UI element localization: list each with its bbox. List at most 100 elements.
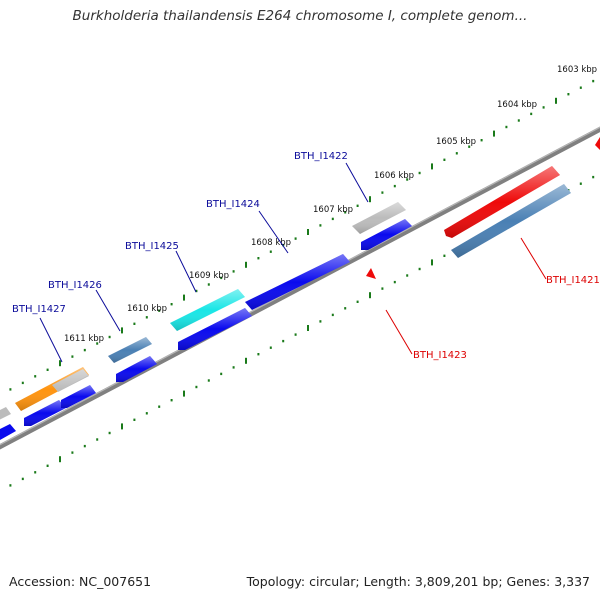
ruler-labels: 1603 kbp 1604 kbp 1605 kbp 1606 kbp 1607…	[64, 65, 597, 344]
lower-ruler-tick	[331, 313, 334, 317]
upper-ruler-tick	[220, 276, 223, 280]
accession-text: Accession: NC_007651	[9, 574, 152, 589]
lower-ruler-tick	[319, 320, 322, 323]
lower-ruler-tick	[170, 399, 173, 402]
ruler-label-1607: 1607 kbp	[313, 205, 353, 215]
upper-ruler-tick	[406, 178, 409, 181]
upper-ruler-tick	[96, 342, 99, 345]
upper-ruler-tick	[183, 294, 185, 301]
forward-gene-BTH_I1425[interactable]	[170, 289, 252, 350]
upper-ruler-tick	[71, 355, 74, 358]
gene-label-BTH_I1422[interactable]: BTH_I1422	[294, 151, 348, 162]
upper-ruler-tick	[133, 322, 136, 325]
lower-ruler-tick	[282, 339, 285, 343]
lower-ruler-tick	[406, 274, 409, 277]
upper-ruler-tick	[567, 93, 570, 96]
upper-ruler-tick	[393, 184, 396, 188]
ruler-ticks	[9, 79, 595, 487]
leader-BTH_I1425	[175, 250, 197, 293]
upper-ruler-tick	[369, 196, 371, 203]
leader-BTH_I1421	[520, 237, 547, 280]
upper-ruler-tick	[331, 217, 334, 221]
upper-ruler-tick	[480, 139, 483, 142]
upper-ruler-tick	[232, 270, 235, 273]
lower-ruler-tick	[195, 385, 198, 389]
lower-ruler-tick	[393, 280, 396, 284]
lower-ruler-tick	[381, 287, 384, 290]
lower-ruler-tick	[307, 325, 309, 331]
gene-label-BTH_I1423[interactable]: BTH_I1423	[413, 350, 467, 361]
upper-ruler-tick	[381, 191, 384, 194]
upper-ruler-tick	[307, 229, 309, 235]
lower-ruler-tick	[344, 307, 347, 310]
upper-ruler-tick	[269, 250, 272, 253]
upper-ruler-tick	[555, 97, 557, 104]
upper-ruler-tick	[530, 112, 533, 116]
lower-ruler-tick	[34, 471, 37, 474]
forward-gene-BTH_I1427[interactable]	[15, 367, 96, 426]
lower-ruler-tick	[579, 182, 582, 185]
genome-title: Burkholderia thailandensis E264 chromoso…	[72, 8, 528, 24]
lower-ruler-tick	[46, 464, 49, 467]
gene-label-BTH_I1425[interactable]: BTH_I1425	[125, 241, 179, 252]
upper-ruler-tick	[542, 106, 545, 109]
lower-ruler-tick	[207, 379, 210, 382]
forward-gene-BTH_I1424[interactable]	[245, 254, 350, 310]
upper-ruler-tick	[579, 86, 582, 89]
upper-ruler-tick	[158, 309, 161, 312]
ruler-label-1608: 1608 kbp	[251, 238, 291, 248]
upper-ruler-tick	[592, 79, 595, 83]
upper-ruler-tick	[493, 130, 495, 137]
upper-ruler-tick	[145, 316, 148, 319]
leader-BTH_I1426	[95, 289, 121, 332]
upper-ruler-tick	[418, 171, 421, 175]
lower-ruler-tick	[121, 423, 123, 430]
gene-label-BTH_I1421[interactable]: BTH_I1421	[546, 275, 600, 286]
ruler-label-1611: 1611 kbp	[64, 334, 104, 344]
lower-ruler-tick	[257, 353, 260, 356]
leader-BTH_I1424	[258, 210, 289, 254]
forward-gene-BTH_I1422[interactable]	[352, 202, 412, 250]
genome-backbone	[0, 126, 600, 450]
upper-ruler-tick	[431, 163, 433, 170]
upper-ruler-tick	[21, 381, 24, 385]
gene-label-BTH_I1426[interactable]: BTH_I1426	[48, 280, 102, 291]
upper-ruler-tick	[455, 152, 458, 155]
lower-ruler-tick	[9, 484, 12, 487]
lower-ruler-tick	[21, 477, 24, 481]
lower-ruler-tick	[71, 451, 74, 454]
upper-ruler-tick	[195, 289, 198, 293]
upper-ruler-tick	[245, 261, 247, 268]
lower-ruler-tick	[220, 372, 223, 376]
upper-ruler-tick	[34, 375, 37, 378]
label-leaders	[39, 162, 547, 363]
upper-ruler-tick	[356, 204, 359, 207]
lower-ruler-tick	[183, 390, 185, 397]
upper-ruler-tick	[170, 303, 173, 306]
upper-ruler-tick	[9, 388, 12, 391]
gene-label-BTH_I1427[interactable]: BTH_I1427	[12, 304, 66, 315]
gene-label-BTH_I1424[interactable]: BTH_I1424	[206, 199, 260, 210]
ruler-label-1610: 1610 kbp	[127, 304, 167, 314]
reverse-gene-BTH_I1423[interactable]	[366, 268, 376, 279]
lower-ruler-tick	[294, 333, 297, 336]
forward-gene-BTH_I1426[interactable]	[108, 337, 157, 382]
upper-ruler-tick	[319, 224, 322, 227]
lower-ruler-tick	[356, 300, 359, 303]
leader-BTH_I1422	[345, 162, 369, 203]
upper-ruler-tick	[207, 283, 210, 286]
lower-ruler-tick	[145, 412, 148, 415]
lower-ruler-tick	[108, 431, 111, 435]
lower-ruler-tick	[269, 346, 272, 349]
upper-ruler-tick	[294, 237, 297, 240]
forward-gene-edge[interactable]	[0, 407, 16, 440]
upper-ruler-tick	[121, 327, 123, 334]
reverse-gene-BTH_I1421[interactable]	[444, 166, 571, 258]
reverse-gene-edge[interactable]	[595, 137, 600, 150]
leader-BTH_I1423	[385, 309, 413, 355]
lower-ruler-tick	[369, 292, 371, 299]
lower-ruler-tick	[443, 254, 446, 257]
reverse-gene-labels: BTH_I1421 BTH_I1423	[413, 275, 600, 361]
lower-ruler-tick	[59, 456, 61, 463]
